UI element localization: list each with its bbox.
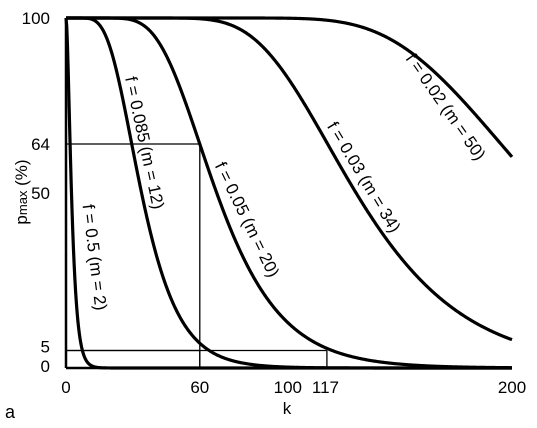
- x-tick-label: 60: [190, 378, 209, 397]
- y-tick-label: 100: [22, 9, 50, 28]
- y-tick-label: 0: [41, 357, 50, 376]
- curve-label-f-0-03: f = 0.03 (m = 34): [323, 118, 404, 236]
- series-line-2: [65, 16, 513, 370]
- x-tick-label: 100: [274, 378, 302, 397]
- y-axis-label: pmax (%): [12, 159, 31, 224]
- x-axis-label: k: [283, 399, 292, 418]
- x-tick-label: 200: [498, 378, 526, 397]
- y-tick-label: 64: [31, 135, 50, 154]
- curve-label-f-0-02: f = 0.02 (m = 50): [402, 50, 490, 164]
- series-line-5: [65, 16, 514, 158]
- series-line-4: [65, 16, 513, 342]
- panel-label: a: [5, 402, 16, 422]
- curve-label-f-0-085: f = 0.085 (m = 12): [121, 75, 168, 211]
- curve-label-f-0-5: f = 0.5 (m = 2): [79, 203, 111, 311]
- y-tick-labels: 100 64 50 50: [22, 9, 50, 376]
- y-tick-label: 50: [31, 184, 50, 203]
- series-line-1: [64, 17, 513, 370]
- x-tick-labels: 0 60 100 117 200: [61, 378, 526, 397]
- y-tick-label: 5: [41, 338, 50, 357]
- x-tick-label: 0: [61, 378, 70, 397]
- series-line-3: [65, 16, 513, 370]
- reference-lines: [66, 143, 328, 368]
- curves: [64, 16, 514, 370]
- axes: [64, 18, 512, 370]
- x-tick-label: 117: [312, 378, 339, 397]
